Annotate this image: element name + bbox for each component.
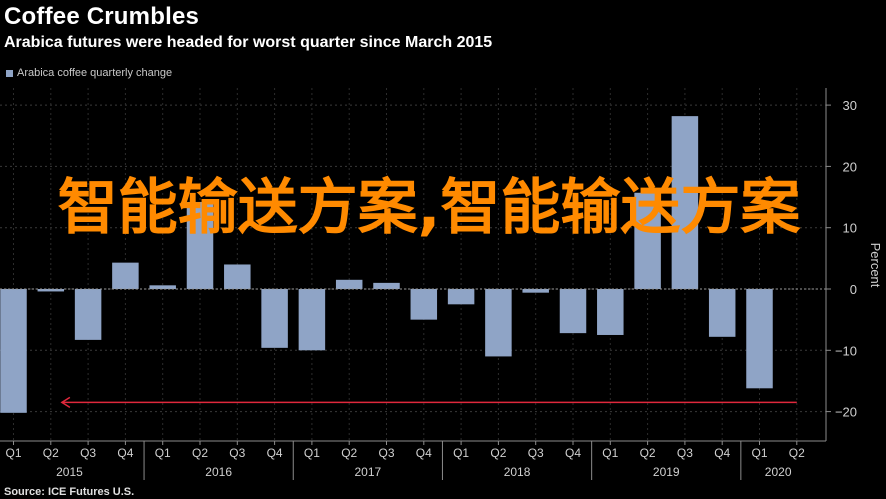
y-axis-label: Percent [868, 243, 883, 288]
chart-title: Coffee Crumbles [4, 3, 200, 30]
bar [708, 289, 736, 337]
bar [447, 289, 475, 305]
bar [261, 289, 288, 348]
x-tick-label: Q2 [640, 446, 656, 460]
y-tick-label: 10 [843, 221, 857, 236]
bar [671, 116, 699, 289]
x-year-label: 2015 [56, 465, 83, 479]
y-tick-label: 20 [843, 159, 857, 174]
bar [634, 192, 661, 289]
bar [522, 289, 549, 293]
bar [597, 289, 624, 335]
bar [373, 282, 400, 289]
x-tick-label: Q3 [229, 446, 245, 460]
x-tick-label: Q1 [602, 446, 618, 460]
x-tick-label: Q4 [416, 446, 432, 460]
x-tick-label: Q4 [565, 446, 581, 460]
watermark-overlay: 智能输送方案,智能输送方案 [57, 173, 801, 243]
x-tick-label: Q3 [378, 446, 394, 460]
bar [0, 289, 27, 413]
x-year-label: 2020 [765, 465, 792, 479]
bar [74, 289, 102, 340]
y-tick-label: 0 [850, 282, 857, 297]
bar [186, 201, 214, 289]
y-tick-label: −10 [835, 343, 857, 358]
x-year-label: 2016 [205, 465, 232, 479]
source-note: Source: ICE Futures U.S. [4, 486, 135, 498]
x-tick-label: Q4 [117, 446, 133, 460]
bar [149, 285, 176, 289]
x-tick-label: Q3 [677, 446, 693, 460]
x-year-label: 2019 [653, 465, 680, 479]
x-tick-label: Q2 [192, 446, 208, 460]
bar [37, 289, 65, 292]
y-tick-label: 30 [843, 98, 857, 113]
x-tick-label: Q1 [155, 446, 171, 460]
legend: Arabica coffee quarterly change [6, 67, 172, 79]
bar [410, 289, 438, 320]
bar [335, 279, 363, 289]
y-tick-label: −20 [835, 405, 857, 420]
bar [746, 289, 773, 389]
bar [559, 289, 587, 334]
x-tick-label: Q1 [751, 446, 767, 460]
legend-label: Arabica coffee quarterly change [17, 67, 173, 79]
legend-swatch [6, 69, 13, 77]
x-tick-label: Q1 [304, 446, 320, 460]
arrow-head [60, 396, 71, 409]
x-tick-label: Q3 [80, 446, 96, 460]
x-tick-label: Q1 [453, 446, 469, 460]
x-tick-label: Q2 [789, 446, 805, 460]
x-year-label: 2018 [504, 465, 531, 479]
x-year-label: 2017 [354, 465, 381, 479]
bar [224, 264, 251, 289]
bar [485, 289, 512, 357]
x-tick-label: Q2 [490, 446, 506, 460]
bar [112, 262, 139, 289]
x-tick-label: Q2 [43, 446, 59, 460]
x-tick-label: Q1 [5, 446, 21, 460]
x-tick-label: Q4 [714, 446, 730, 460]
x-tick-label: Q2 [341, 446, 357, 460]
x-tick-label: Q3 [528, 446, 544, 460]
chart-subtitle: Arabica futures were headed for worst qu… [4, 34, 493, 51]
bar [298, 289, 326, 351]
x-tick-label: Q4 [267, 446, 283, 460]
